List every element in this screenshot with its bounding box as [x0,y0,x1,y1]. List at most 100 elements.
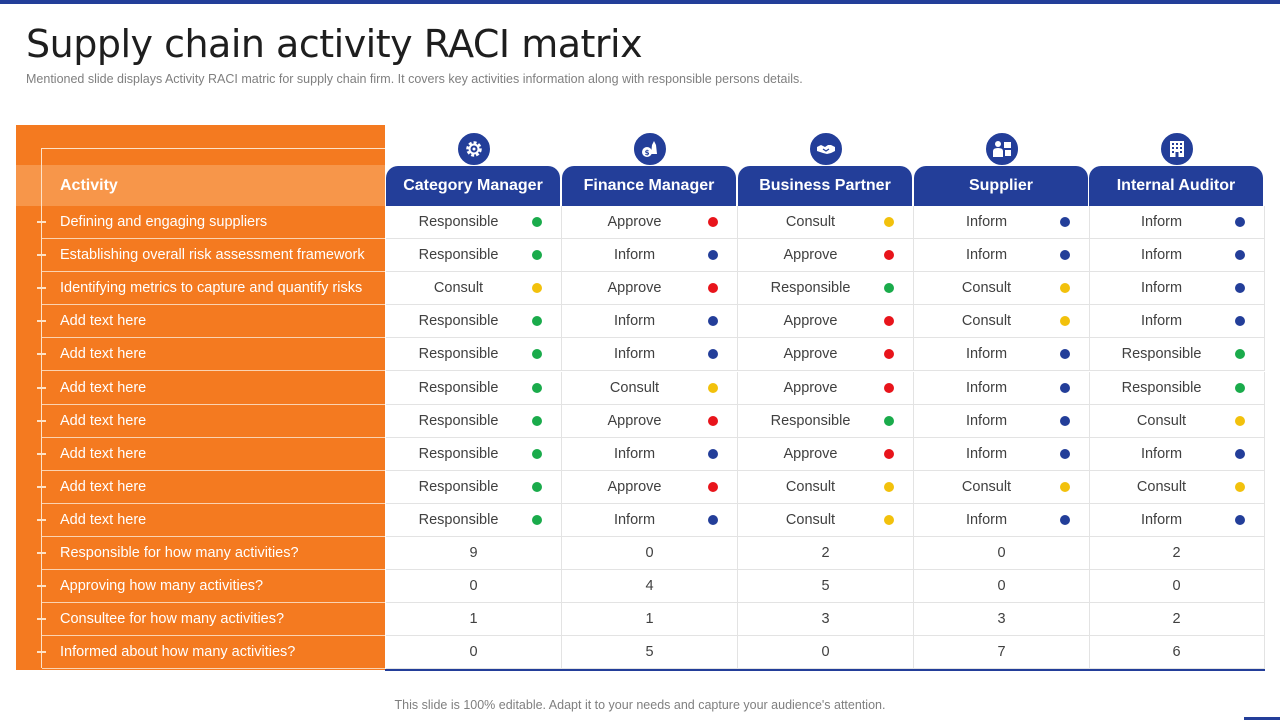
count-cell: 5 [562,636,738,670]
column-header: Supplier [914,166,1088,206]
count-cell: 1 [562,603,738,637]
raci-cell: Approve [738,338,914,372]
activity-label: Add text here [37,372,385,405]
count-value: 4 [645,578,654,595]
row-tick [37,287,46,290]
building-icon [1158,131,1195,167]
raci-cell: Responsible [386,206,562,239]
raci-value: Inform [965,412,1008,429]
raci-value: Inform [965,247,1008,264]
raci-value: Approve [607,478,662,495]
status-dot [532,415,542,426]
raci-value: Responsible [418,346,499,363]
row-tick [37,254,46,257]
raci-value: Consult [1136,412,1187,429]
activity-label-text: Identifying metrics to capture and quant… [60,280,363,297]
activity-label-text: Responsible for how many activities? [60,545,299,561]
activity-label: Add text here [37,438,385,471]
status-dot [1060,283,1070,294]
raci-value: Approve [783,346,838,363]
status-dot [884,481,894,492]
raci-value: Inform [965,445,1008,462]
status-dot [708,283,718,294]
panel-timeline-line [41,148,42,668]
raci-value: Consult [1136,478,1187,495]
raci-value: Approve [607,412,662,429]
raci-cell: Approve [562,470,738,504]
activity-label-text: Add text here [60,511,147,528]
raci-value: Inform [1140,313,1183,330]
raci-cell: Consult [738,206,914,239]
status-dot [532,316,542,327]
raci-value: Consult [961,313,1012,330]
count-value: 1 [645,611,654,628]
count-cell: 3 [738,603,914,637]
activity-label-text: Establishing overall risk assessment fra… [60,247,365,264]
status-dot [1060,514,1070,525]
status-dot [884,448,894,459]
raci-cell: Approve [738,239,914,273]
raci-value: Approve [783,445,838,462]
raci-cell: Inform [914,437,1090,471]
count-cell: 0 [386,636,562,670]
status-dot [1060,448,1070,459]
raci-cell: Inform [1089,305,1265,339]
count-cell: 2 [1089,537,1265,570]
count-cell: 0 [1089,570,1265,604]
row-tick [37,651,46,654]
count-value: 0 [821,644,830,661]
column-header: Business Partner [738,166,912,206]
raci-cell: Responsible [386,305,562,339]
activity-label: Informed about how many activities? [37,636,385,670]
activity-label: Approving how many activities? [37,570,385,604]
count-value: 6 [1172,644,1181,661]
page-title: Supply chain activity RACI matrix [26,22,643,66]
raci-value: Inform [1140,511,1183,528]
activity-header-band [16,165,385,206]
raci-cell: Responsible [738,404,914,438]
activity-label-text: Add text here [60,445,147,462]
count-cell: 2 [1089,603,1265,637]
row-tick [37,618,46,621]
activity-label: Establishing overall risk assessment fra… [37,239,385,273]
table-bottom-line [385,669,1265,671]
count-value: 2 [1172,545,1181,561]
page-subtitle: Mentioned slide displays Activity RACI m… [26,72,803,86]
status-dot [1060,415,1070,426]
status-dot [1235,349,1245,360]
raci-value: Responsible [418,412,499,429]
raci-cell: Inform [562,338,738,372]
row-tick [37,518,46,521]
raci-cell: Consult [738,470,914,504]
status-dot [532,283,542,294]
raci-cell: Responsible [738,272,914,306]
raci-value: Responsible [770,412,851,429]
raci-value: Inform [965,346,1008,363]
count-cell: 5 [738,570,914,604]
raci-cell: Inform [1089,437,1265,471]
top-accent-bar [0,0,1280,4]
raci-cell: Inform [562,239,738,273]
count-cell: 7 [914,636,1090,670]
count-cell: 0 [914,570,1090,604]
count-value: 5 [821,578,830,595]
count-cell: 0 [386,570,562,604]
raci-cell: Inform [1089,206,1265,239]
status-dot [1235,415,1245,426]
raci-cell: Responsible [386,371,562,405]
row-tick [37,452,46,455]
raci-value: Inform [965,214,1008,230]
status-dot [1235,481,1245,492]
activity-label: Add text here [37,405,385,438]
activity-label: Add text here [37,471,385,504]
raci-value: Responsible [418,214,499,230]
status-dot [708,316,718,327]
status-dot [1235,448,1245,459]
raci-value: Responsible [418,445,499,462]
raci-cell: Inform [1089,239,1265,273]
status-dot [884,349,894,360]
money-bag-icon: $ [631,131,668,167]
svg-text:$: $ [644,149,649,157]
column-header: Internal Auditor [1089,166,1263,206]
raci-value: Responsible [770,280,851,297]
